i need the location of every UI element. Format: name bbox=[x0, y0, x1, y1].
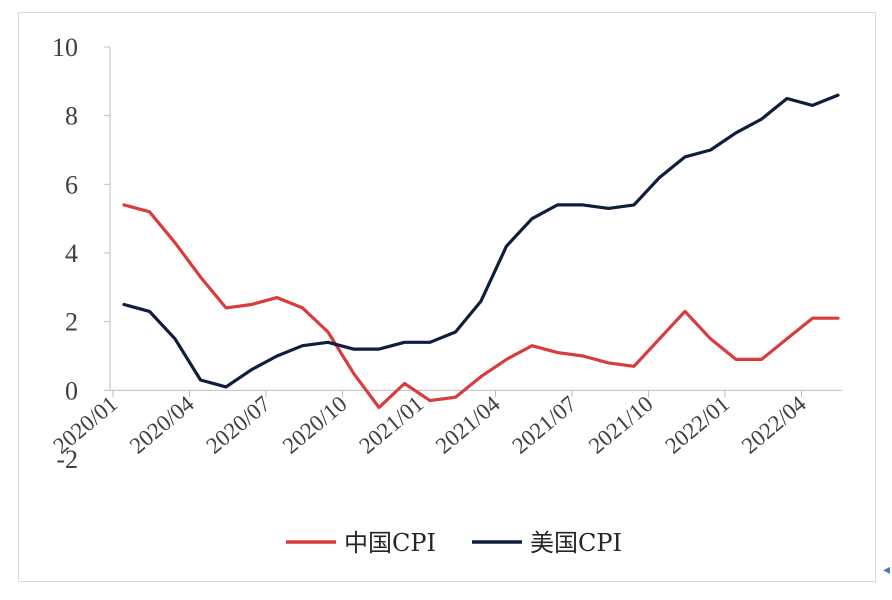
x-tick-label: 2020/04 bbox=[125, 391, 199, 459]
corner-handle-icon[interactable]: ◂ bbox=[882, 562, 890, 578]
y-tick-label: 10 bbox=[52, 33, 78, 62]
y-tick-label: 0 bbox=[65, 376, 78, 405]
series-line-us-cpi bbox=[122, 93, 840, 389]
x-tick-label: 2021/04 bbox=[431, 391, 505, 459]
y-tick-label: 8 bbox=[65, 102, 78, 131]
series-line-china-cpi bbox=[122, 203, 840, 410]
x-tick-label: 2020/01 bbox=[48, 391, 122, 459]
x-tick-label: 2022/01 bbox=[660, 391, 734, 459]
legend-label-us-cpi: 美国CPI bbox=[530, 529, 622, 557]
series-lines bbox=[122, 93, 840, 410]
x-tick-label: 2020/10 bbox=[278, 391, 352, 459]
x-tick-label: 2022/04 bbox=[737, 391, 811, 459]
x-tick-label: 2021/10 bbox=[584, 391, 658, 459]
x-tick-label: 2021/01 bbox=[354, 391, 428, 459]
y-tick-label: -2 bbox=[56, 445, 78, 474]
y-tick-label: 6 bbox=[65, 170, 78, 199]
x-tick-label: 2021/07 bbox=[507, 391, 581, 459]
x-axis: 2020/01 2020/04 2020/07 2020/10 2021/01 2021/… bbox=[48, 389, 842, 459]
y-tick-label: 2 bbox=[65, 308, 78, 337]
legend: 中国CPI 美国CPI bbox=[286, 529, 622, 557]
y-tick-label: 4 bbox=[65, 239, 78, 268]
chart-frame bbox=[18, 12, 876, 582]
x-tick-label: 2020/07 bbox=[201, 391, 275, 459]
y-axis: -2 0 2 4 6 8 10 bbox=[52, 33, 111, 474]
legend-label-china-cpi: 中国CPI bbox=[344, 529, 436, 557]
